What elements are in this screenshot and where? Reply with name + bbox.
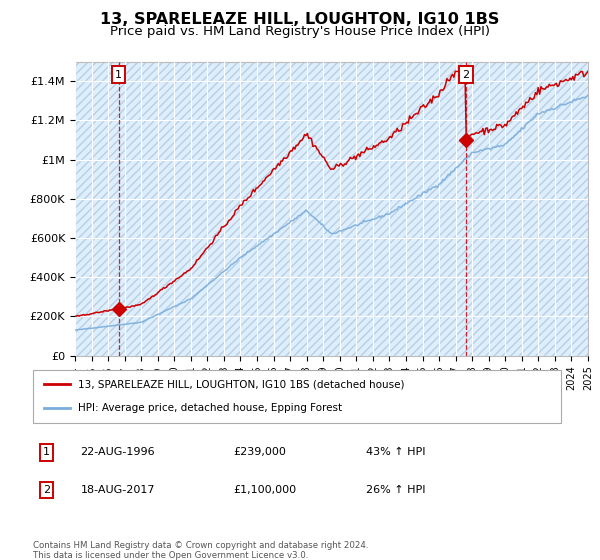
Text: 26% ↑ HPI: 26% ↑ HPI (365, 485, 425, 494)
Text: 13, SPARELEAZE HILL, LOUGHTON, IG10 1BS: 13, SPARELEAZE HILL, LOUGHTON, IG10 1BS (100, 12, 500, 27)
Text: 2: 2 (463, 70, 470, 80)
Text: Contains HM Land Registry data © Crown copyright and database right 2024.
This d: Contains HM Land Registry data © Crown c… (33, 541, 368, 560)
Text: 13, SPARELEAZE HILL, LOUGHTON, IG10 1BS (detached house): 13, SPARELEAZE HILL, LOUGHTON, IG10 1BS … (78, 380, 404, 390)
Text: 22-AUG-1996: 22-AUG-1996 (80, 447, 155, 458)
Text: 1: 1 (43, 447, 50, 458)
Text: 43% ↑ HPI: 43% ↑ HPI (365, 447, 425, 458)
Text: 18-AUG-2017: 18-AUG-2017 (80, 485, 155, 494)
Text: £1,100,000: £1,100,000 (233, 485, 297, 494)
Text: £239,000: £239,000 (233, 447, 287, 458)
Text: 2: 2 (43, 485, 50, 494)
Text: 1: 1 (115, 70, 122, 80)
Text: Price paid vs. HM Land Registry's House Price Index (HPI): Price paid vs. HM Land Registry's House … (110, 25, 490, 38)
FancyBboxPatch shape (33, 370, 561, 423)
Text: HPI: Average price, detached house, Epping Forest: HPI: Average price, detached house, Eppi… (78, 403, 342, 413)
